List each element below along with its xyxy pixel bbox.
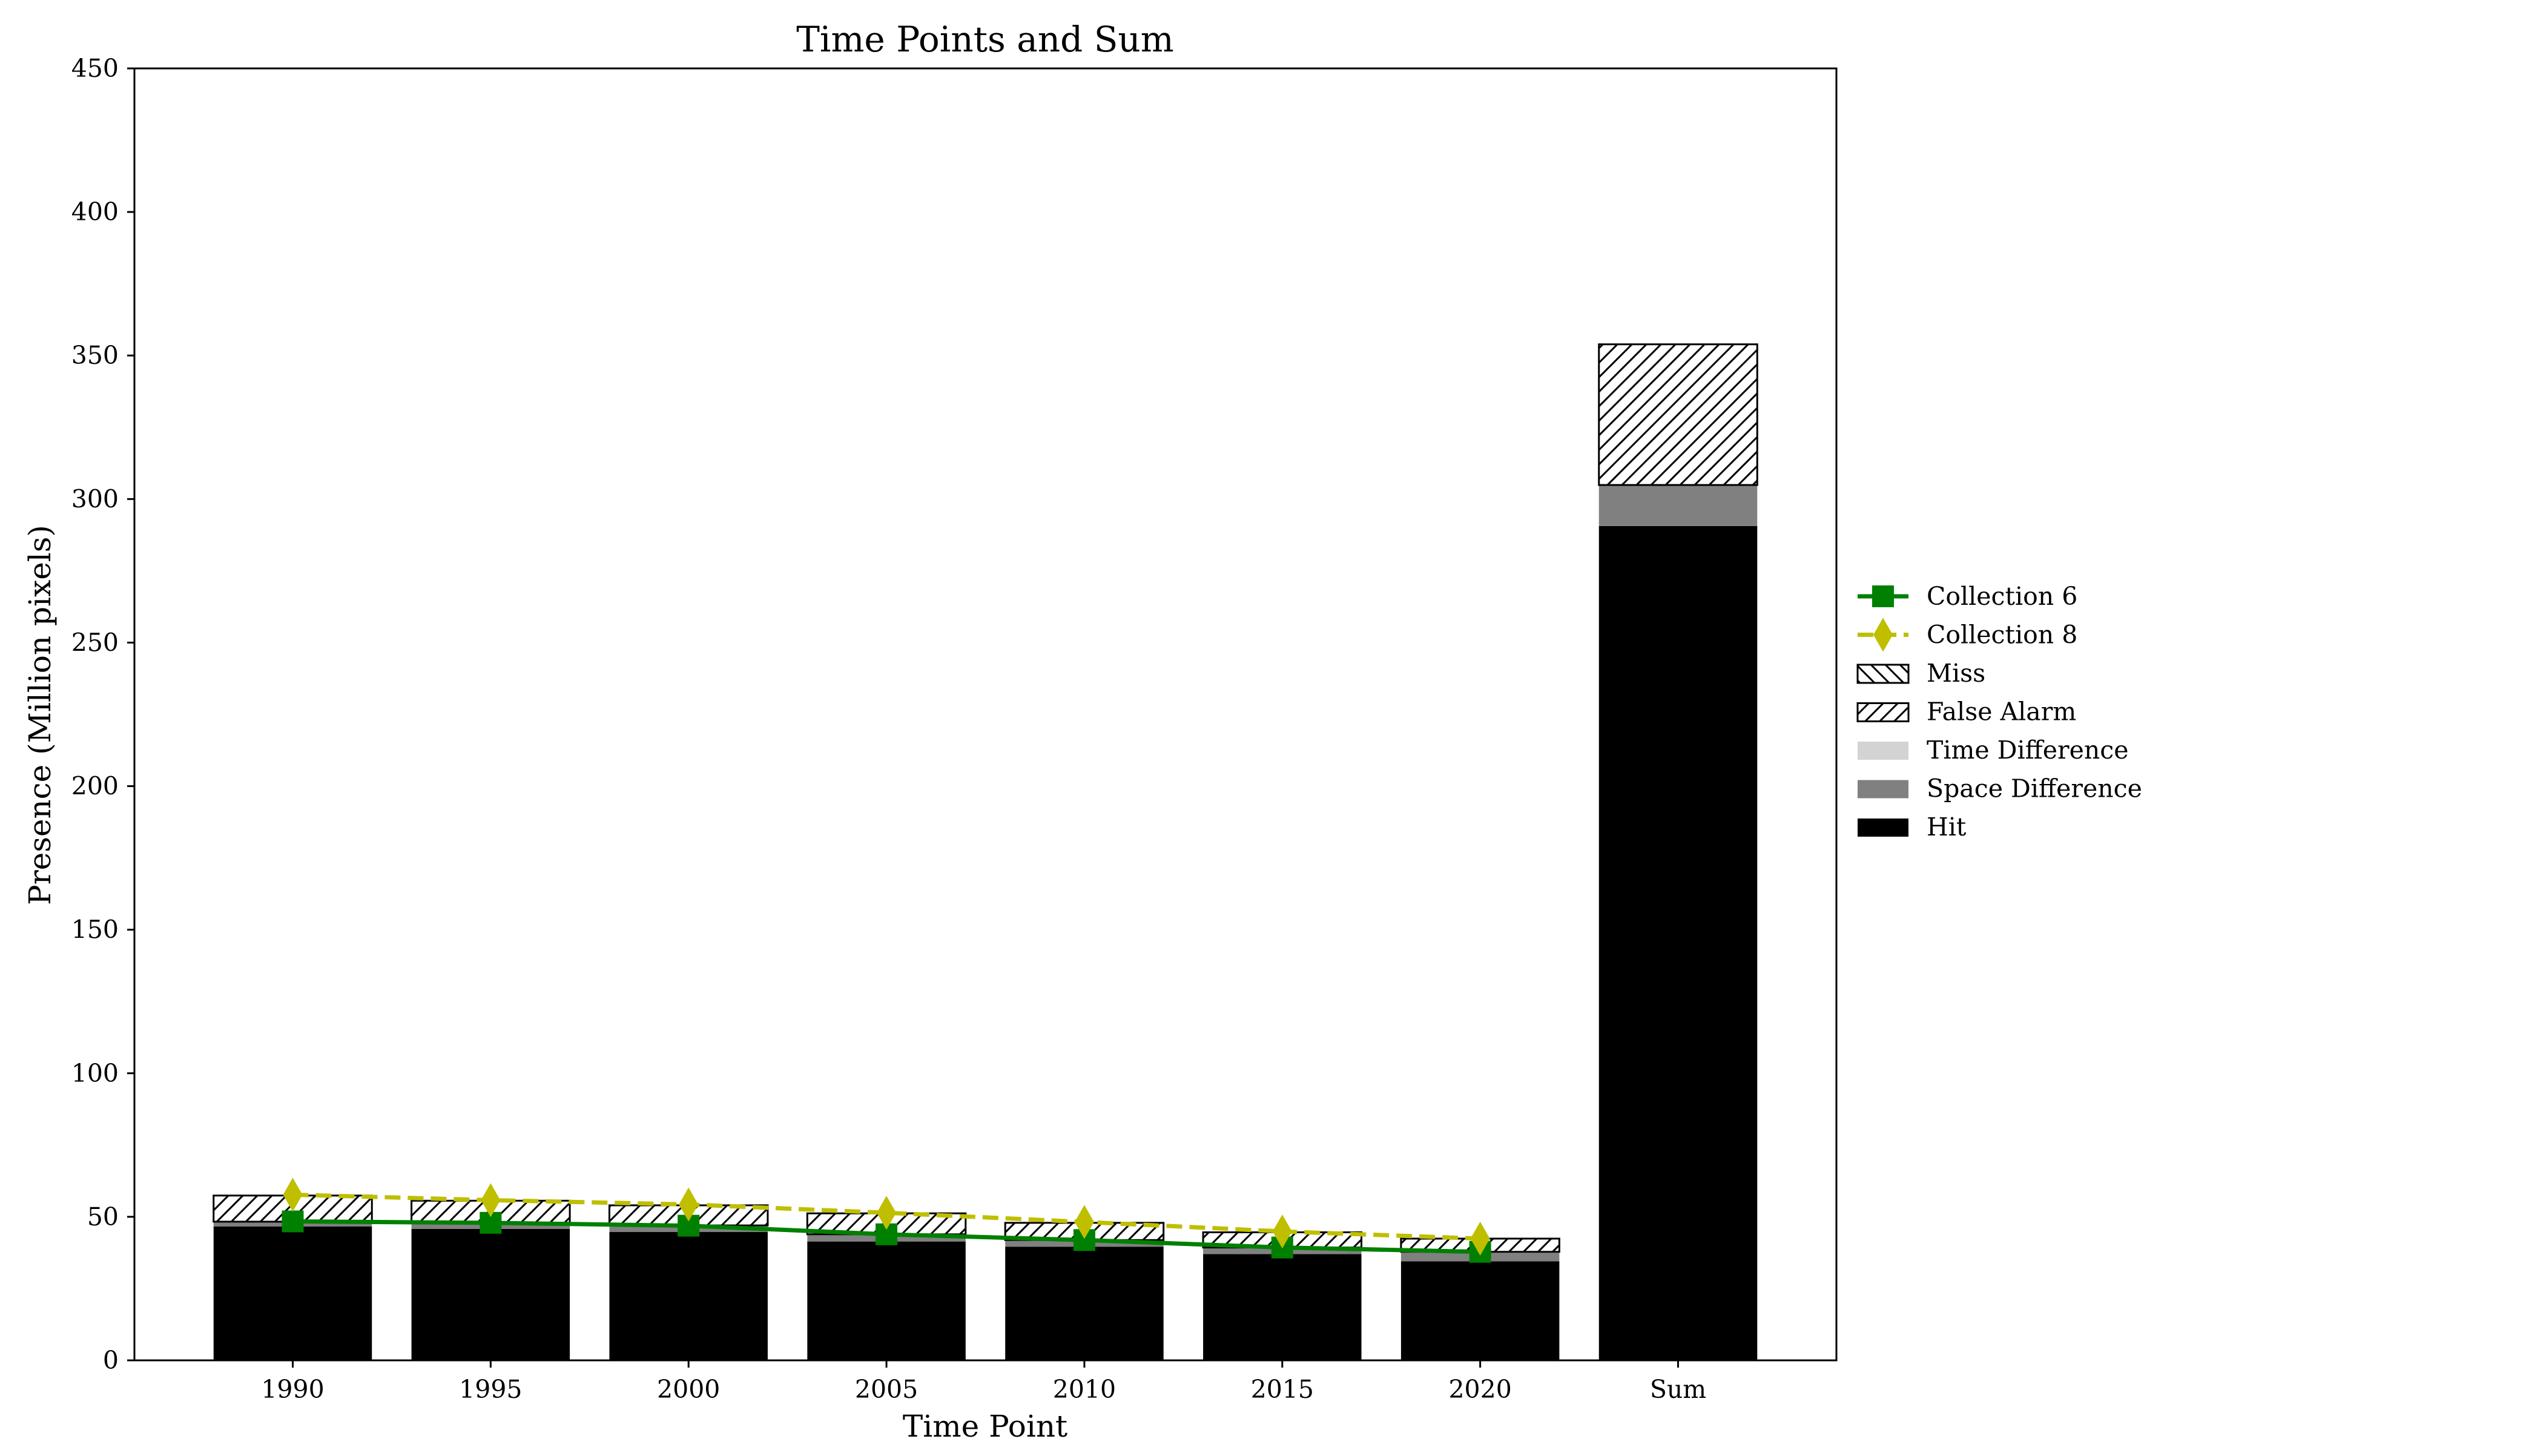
y-tick-label-250: 250 (71, 628, 119, 657)
legend-swatch-time-difference (1858, 742, 1908, 760)
legend-label-miss: Miss (1927, 659, 1985, 688)
legend-label-space-difference: Space Difference (1927, 774, 2142, 803)
bar-hit-2010 (1005, 1247, 1164, 1360)
bar-hit-2005 (807, 1241, 966, 1360)
legend-swatch-false-alarm (1856, 702, 1910, 722)
legend-label-collection-6: Collection 6 (1927, 582, 2077, 611)
bar-hit-2000 (609, 1232, 768, 1360)
x-tick-label-2005: 2005 (855, 1375, 918, 1404)
x-tick-label-2000: 2000 (657, 1375, 720, 1404)
bars-layer (213, 343, 1758, 1361)
x-tick-label-sum: Sum (1650, 1375, 1706, 1404)
legend-label-time-difference: Time Difference (1927, 736, 2129, 765)
y-tick-label-0: 0 (103, 1346, 119, 1375)
y-tick-label-300: 300 (71, 484, 119, 513)
legend-label-hit: Hit (1927, 812, 1967, 842)
marker-collection-8-1990 (283, 1178, 303, 1212)
bar-hit-2015 (1203, 1254, 1362, 1360)
legend-label-collection-8: Collection 8 (1927, 621, 2077, 650)
x-axis-label: Time Point (903, 1409, 1067, 1444)
marker-collection-8-2020 (1470, 1221, 1490, 1256)
legend-swatch-hit (1858, 819, 1908, 837)
x-tick-label-2010: 2010 (1053, 1375, 1116, 1404)
bar-hit-2020 (1400, 1261, 1560, 1360)
marker-collection-8-2010 (1074, 1205, 1094, 1239)
x-tick-label-1995: 1995 (459, 1375, 522, 1404)
legend-swatch-space-difference (1858, 780, 1908, 799)
y-tick-label-100: 100 (71, 1059, 119, 1088)
legend: Collection 6 Collection 8 Miss False Alarm T… (1856, 582, 2142, 842)
marker-collection-8-1995 (481, 1183, 501, 1217)
y-tick-label-200: 200 (71, 772, 119, 801)
x-tick-label-2020: 2020 (1448, 1375, 1511, 1404)
marker-collection-6-1990 (282, 1210, 304, 1233)
legend-marker-collection-6 (1872, 585, 1894, 607)
y-tick-label-150: 150 (71, 915, 119, 944)
y-tick-label-400: 400 (71, 197, 119, 226)
bar-hit-1990 (213, 1227, 372, 1360)
lines-layer (282, 1178, 1491, 1263)
bar-hit-sum (1598, 525, 1758, 1361)
bar-false-alarm-sum (1598, 343, 1758, 486)
axes-layer: 0 50 100 150 200 250 300 350 400 450 1990 1995 2000 2… (71, 54, 1838, 1404)
bar-hit-1995 (411, 1228, 570, 1360)
legend-label-false-alarm: False Alarm (1927, 697, 2076, 726)
marker-collection-8-2015 (1272, 1214, 1292, 1249)
legend-marker-collection-8 (1873, 618, 1893, 652)
marker-collection-8-2000 (679, 1187, 699, 1222)
plot-frame (133, 67, 1838, 1362)
x-tick-label-1990: 1990 (261, 1375, 324, 1404)
bar-space-difference-sum (1598, 485, 1758, 526)
marker-collection-8-2005 (877, 1196, 897, 1230)
x-tick-label-2015: 2015 (1251, 1375, 1314, 1404)
y-axis-label: Presence (Million pixels) (22, 525, 58, 905)
chart-title: Time Points and Sum (796, 19, 1174, 60)
y-tick-label-350: 350 (71, 341, 119, 370)
y-tick-label-450: 450 (71, 54, 119, 83)
y-tick-label-50: 50 (87, 1202, 119, 1231)
legend-swatch-miss (1856, 664, 1910, 684)
